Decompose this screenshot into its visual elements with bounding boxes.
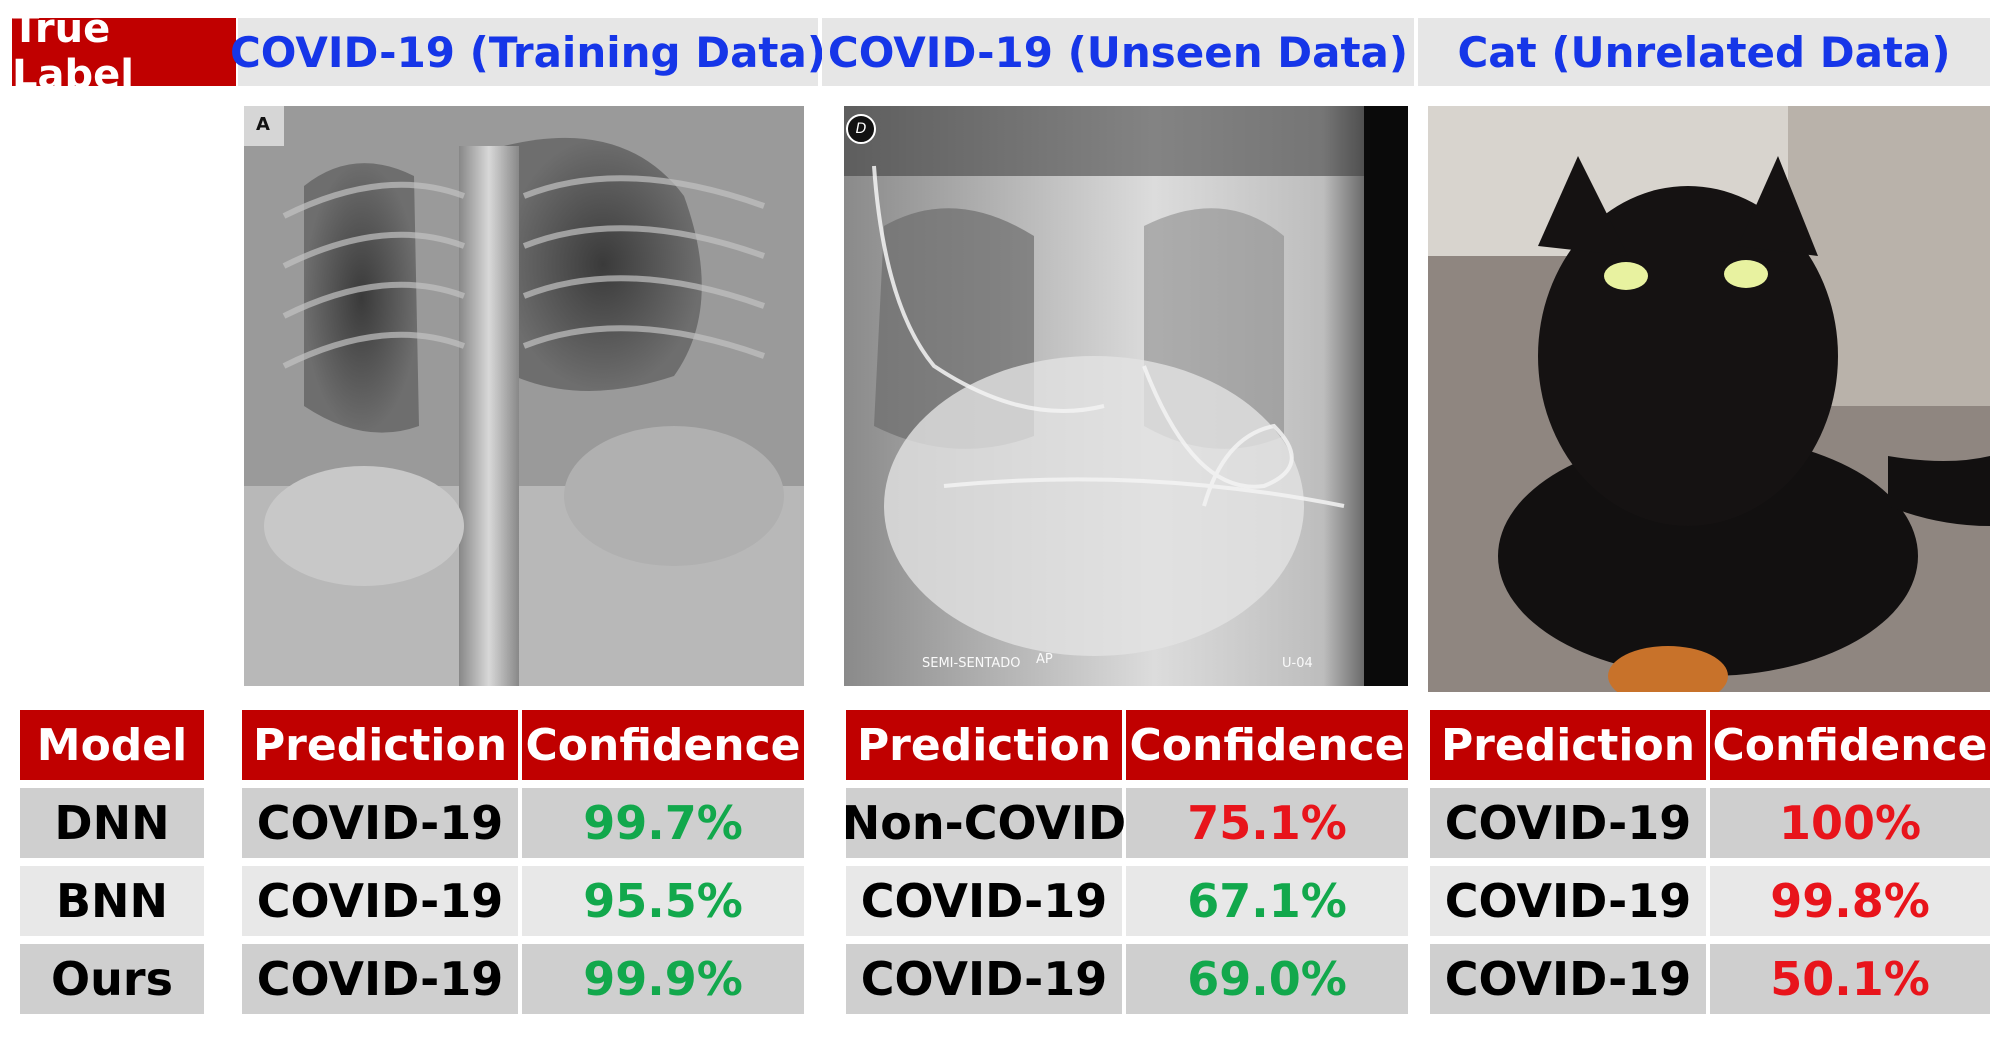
prediction-cell: COVID-19 <box>1430 788 1706 858</box>
confidence-cell: 99.9% <box>522 944 804 1014</box>
model-header: Model <box>20 710 204 780</box>
confidence-cell: 50.1% <box>1710 944 1990 1014</box>
prediction-header: Prediction <box>1430 710 1706 780</box>
xray-corner-marker-d: D <box>846 114 876 144</box>
prediction-cell: COVID-19 <box>846 944 1122 1014</box>
chest-xray-unseen-image: D SEMI-SENTADO AP U-04 <box>844 106 1408 686</box>
confidence-cell: 100% <box>1710 788 1990 858</box>
confidence-header: Confidence <box>522 710 804 780</box>
model-name-dnn: DNN <box>20 788 204 858</box>
confidence-header: Confidence <box>1126 710 1408 780</box>
prediction-cell: COVID-19 <box>242 866 518 936</box>
confidence-cell: 95.5% <box>522 866 804 936</box>
prediction-cell: COVID-19 <box>1430 944 1706 1014</box>
prediction-cell: COVID-19 <box>1430 866 1706 936</box>
confidence-cell: 69.0% <box>1126 944 1408 1014</box>
prediction-header: Prediction <box>846 710 1122 780</box>
confidence-header: Confidence <box>1710 710 1990 780</box>
xray-view-label: AP <box>1036 652 1053 667</box>
column-title-training: COVID-19 (Training Data) <box>230 18 826 86</box>
xray-corner-marker-a: A <box>256 114 270 135</box>
true-label-header: True Label <box>12 6 236 98</box>
prediction-header: Prediction <box>242 710 518 780</box>
prediction-cell: COVID-19 <box>846 866 1122 936</box>
column-title-unrelated: Cat (Unrelated Data) <box>1418 18 1990 86</box>
chest-xray-training-image: A <box>244 106 804 686</box>
column-title-unseen: COVID-19 (Unseen Data) <box>822 18 1414 86</box>
black-cat-image <box>1428 106 1990 692</box>
xray-position-label: SEMI-SENTADO <box>922 656 1021 671</box>
prediction-cell: COVID-19 <box>242 944 518 1014</box>
confidence-cell: 67.1% <box>1126 866 1408 936</box>
model-name-bnn: BNN <box>20 866 204 936</box>
prediction-cell: Non-COVID <box>842 788 1126 858</box>
confidence-cell: 99.8% <box>1710 866 1990 936</box>
xray-unit-label: U-04 <box>1282 656 1313 671</box>
prediction-cell: COVID-19 <box>242 788 518 858</box>
model-name-ours: Ours <box>20 944 204 1014</box>
confidence-cell: 99.7% <box>522 788 804 858</box>
confidence-cell: 75.1% <box>1126 788 1408 858</box>
